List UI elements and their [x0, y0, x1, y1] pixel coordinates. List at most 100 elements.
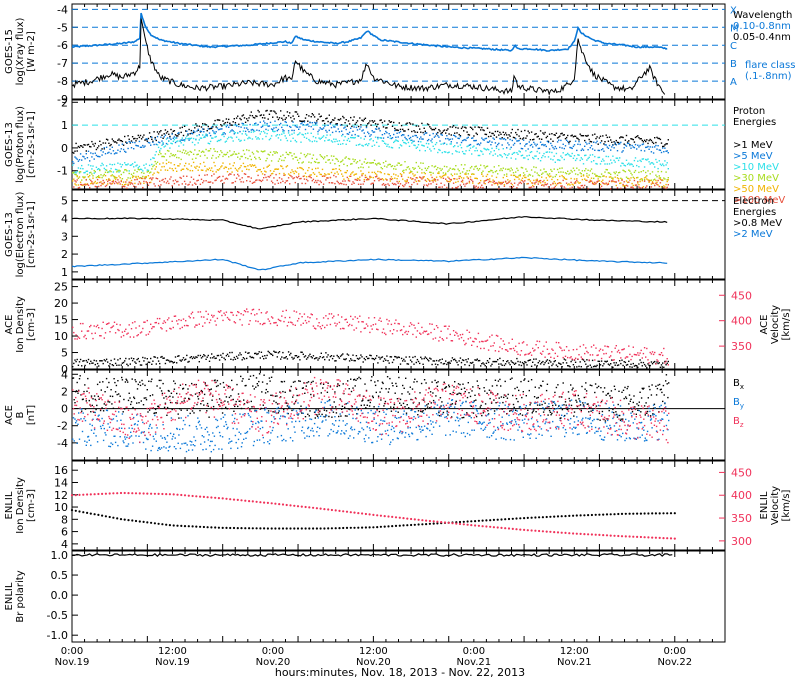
- data-point: [584, 139, 586, 142]
- data-point: [168, 150, 170, 152]
- data-point: [290, 175, 292, 177]
- data-point: [130, 164, 133, 166]
- data-point: [256, 138, 258, 140]
- data-point: [344, 136, 346, 138]
- data-point: [652, 163, 655, 165]
- data-point: [370, 138, 372, 140]
- data-point: [450, 340, 452, 342]
- data-point: [550, 175, 552, 177]
- data-point: [83, 172, 85, 174]
- data-point: [464, 364, 466, 366]
- data-point: [545, 171, 547, 173]
- data-point: [655, 174, 657, 176]
- data-point: [642, 141, 645, 143]
- data-point: [589, 147, 591, 149]
- data-point: [186, 130, 188, 132]
- data-point: [502, 138, 504, 140]
- data-point: [490, 151, 492, 153]
- data-point: [109, 170, 111, 172]
- data-point: [434, 178, 437, 181]
- data-point: [128, 324, 130, 326]
- data-point: [183, 152, 186, 154]
- data-point: [91, 332, 93, 335]
- data-point: [221, 165, 223, 167]
- data-point: [329, 123, 332, 125]
- data-point: [579, 133, 581, 135]
- data-point: [105, 184, 108, 187]
- data-point: [111, 180, 113, 183]
- data-point: [301, 120, 303, 122]
- data-point: [145, 163, 147, 165]
- data-point: [152, 326, 154, 328]
- data-point: [367, 357, 369, 360]
- data-point: [586, 172, 588, 175]
- data-point: [301, 122, 303, 124]
- data-point: [335, 138, 337, 140]
- data-point: [487, 141, 490, 143]
- data-point: [500, 338, 502, 340]
- data-point: [243, 358, 246, 360]
- data-point: [194, 149, 196, 151]
- data-point: [362, 129, 364, 131]
- data-point: [385, 183, 387, 186]
- data-point: [113, 163, 116, 166]
- data-point: [336, 354, 338, 357]
- data-point: [490, 365, 492, 367]
- data-point: [630, 186, 632, 188]
- data-point: [277, 168, 280, 170]
- data-point: [530, 186, 533, 188]
- data-point: [73, 362, 75, 365]
- data-point: [638, 186, 640, 188]
- data-point: [658, 160, 660, 162]
- data-point: [591, 172, 594, 175]
- data-point: [381, 134, 384, 136]
- data-point: [280, 110, 282, 112]
- data-point: [405, 182, 407, 184]
- data-point: [107, 361, 109, 363]
- data-point: [650, 151, 653, 153]
- data-point: [247, 119, 249, 122]
- data-point: [120, 180, 122, 183]
- data-point: [552, 140, 554, 142]
- data-point: [439, 336, 441, 338]
- data-point: [103, 148, 105, 150]
- data-point: [559, 362, 561, 365]
- data-point: [289, 151, 291, 154]
- data-point: [218, 154, 221, 156]
- data-point: [550, 142, 552, 145]
- data-point: [235, 153, 238, 155]
- data-point: [654, 178, 656, 180]
- data-point: [345, 156, 347, 158]
- data-point: [357, 358, 360, 360]
- data-point: [591, 154, 594, 156]
- data-point: [614, 161, 616, 163]
- data-point: [413, 363, 415, 365]
- data-point: [573, 144, 576, 146]
- data-point: [602, 179, 604, 181]
- data-point: [199, 354, 202, 357]
- data-point: [368, 178, 370, 181]
- data-point: [459, 175, 462, 178]
- data-point: [643, 177, 646, 179]
- data-point: [652, 142, 655, 145]
- data-point: [559, 135, 561, 137]
- data-point: [501, 169, 503, 172]
- data-point: [666, 143, 668, 145]
- data-point: [190, 151, 193, 153]
- data-point: [156, 171, 159, 173]
- data-point: [256, 129, 258, 131]
- data-point: [78, 171, 81, 173]
- data-point: [612, 178, 614, 180]
- data-point: [492, 171, 494, 174]
- data-point: [544, 183, 546, 186]
- data-point: [607, 147, 610, 149]
- data-point: [307, 180, 309, 182]
- data-point: [501, 364, 503, 366]
- data-point: [577, 181, 579, 183]
- data-point: [152, 157, 154, 159]
- data-point: [619, 137, 621, 139]
- data-point: [474, 177, 476, 179]
- data-point: [625, 180, 628, 182]
- data-point: [370, 134, 372, 136]
- data-point: [163, 156, 165, 158]
